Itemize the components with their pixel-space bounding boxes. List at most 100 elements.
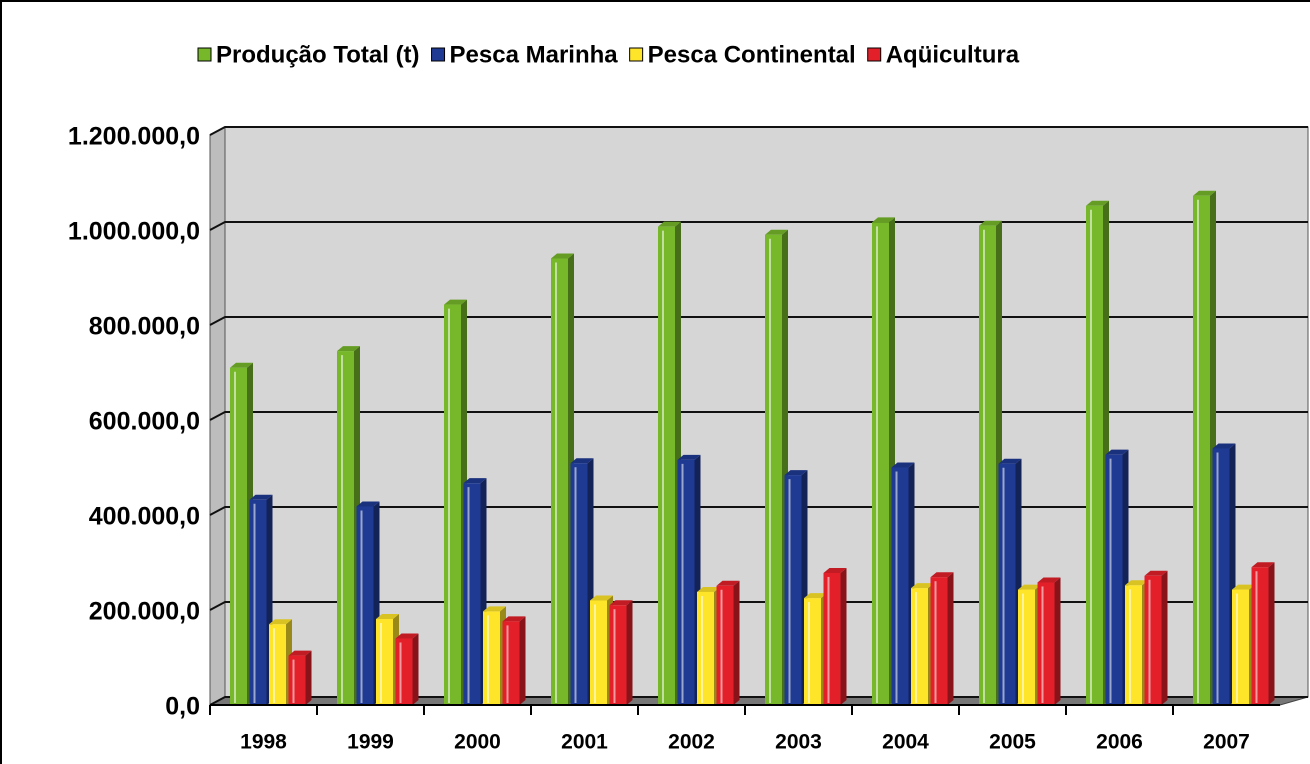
bar-side	[305, 650, 312, 705]
bar	[998, 463, 1016, 705]
bar	[823, 572, 841, 705]
legend-swatch	[197, 47, 212, 62]
bar	[249, 499, 267, 705]
legend-swatch	[867, 47, 882, 62]
grid-line	[209, 221, 1308, 231]
y-tick-label: 400.000,0	[89, 503, 200, 531]
bar-side	[1268, 562, 1275, 705]
bar	[230, 367, 247, 705]
bar	[765, 234, 782, 705]
bar	[551, 258, 568, 705]
legend-label: Pesca Marinha	[450, 41, 619, 68]
bar	[463, 483, 481, 705]
bar-top	[998, 458, 1022, 464]
bar	[570, 463, 588, 705]
bar	[677, 459, 695, 705]
legend-label: Aqüicultura	[886, 41, 1020, 68]
bar-top	[502, 616, 526, 622]
bar-top	[823, 567, 847, 573]
x-tick-label: 1999	[347, 731, 394, 754]
bar-top	[1193, 190, 1216, 196]
bar	[337, 351, 354, 705]
x-tick-label: 2003	[775, 731, 822, 754]
legend-swatch	[431, 47, 446, 62]
bar	[395, 638, 413, 705]
bar-top	[1086, 200, 1109, 206]
bar-side	[519, 616, 526, 705]
bar	[444, 304, 461, 705]
bar-top	[376, 614, 399, 620]
y-tick-label: 600.000,0	[89, 408, 200, 436]
grid-line	[209, 316, 1308, 326]
bar-side	[1054, 577, 1061, 705]
bar-top	[570, 458, 594, 464]
x-tick-label: 2007	[1203, 731, 1250, 754]
bar	[1105, 454, 1123, 705]
grid-line	[209, 506, 1308, 516]
x-tick-label: 1998	[240, 731, 287, 754]
bar	[1193, 195, 1210, 706]
bar	[784, 475, 802, 705]
bar-top	[269, 619, 292, 625]
bar-top	[784, 470, 808, 476]
y-tick-label: 1.000.000,0	[68, 218, 200, 246]
bar	[979, 225, 996, 705]
bar-top	[609, 600, 633, 606]
bar-side	[733, 580, 740, 705]
bar	[1251, 567, 1269, 705]
y-tick-label: 800.000,0	[89, 313, 200, 341]
bar-side	[626, 600, 633, 705]
bar-top	[765, 229, 788, 235]
bar-top	[230, 362, 253, 368]
bar-side	[840, 567, 847, 705]
bar	[502, 621, 520, 705]
bar-top	[677, 454, 701, 460]
bar-top	[1018, 584, 1041, 590]
bar-top	[872, 217, 895, 223]
bar	[930, 577, 948, 705]
y-tick-label: 1.200.000,0	[68, 123, 200, 151]
bar-top	[930, 572, 954, 578]
bar	[697, 591, 714, 705]
bar-top	[590, 595, 613, 601]
x-tick-label: 2006	[1096, 731, 1143, 754]
bar	[356, 506, 374, 705]
x-tick-label: 2005	[989, 731, 1036, 754]
bar-top	[337, 346, 360, 352]
bar-side	[1161, 570, 1168, 705]
y-tick-label: 200.000,0	[89, 598, 200, 626]
bar-top	[249, 494, 273, 500]
bar	[590, 600, 607, 705]
x-tick-label: 2001	[561, 731, 608, 754]
bar	[891, 467, 909, 705]
bar	[376, 619, 393, 705]
bar-top	[979, 220, 1002, 226]
bar-top	[395, 633, 419, 639]
legend-label: Pesca Continental	[648, 41, 856, 68]
bar	[1212, 448, 1230, 705]
bar-top	[551, 253, 574, 259]
bar-top	[658, 221, 681, 227]
grid-line	[209, 411, 1308, 421]
bar-side	[412, 633, 419, 705]
bar	[1037, 582, 1055, 705]
legend-label: Produção Total (t)	[216, 41, 420, 68]
bar-top	[716, 580, 740, 586]
bar-top	[1232, 584, 1255, 590]
bar-top	[1037, 577, 1061, 583]
bar-top	[697, 586, 720, 592]
x-tick-label: 2000	[454, 731, 501, 754]
bar	[804, 598, 821, 705]
legend-swatch	[629, 47, 644, 62]
bar-top	[1144, 570, 1168, 576]
bar-top	[463, 478, 487, 484]
bar	[288, 655, 306, 705]
bar-top	[288, 650, 312, 656]
bar	[609, 605, 627, 705]
x-tick-label: 2002	[668, 731, 715, 754]
bar	[658, 226, 675, 706]
y-tick-label: 0,0	[165, 693, 200, 721]
bar-side	[947, 572, 954, 705]
bar-top	[911, 583, 934, 589]
